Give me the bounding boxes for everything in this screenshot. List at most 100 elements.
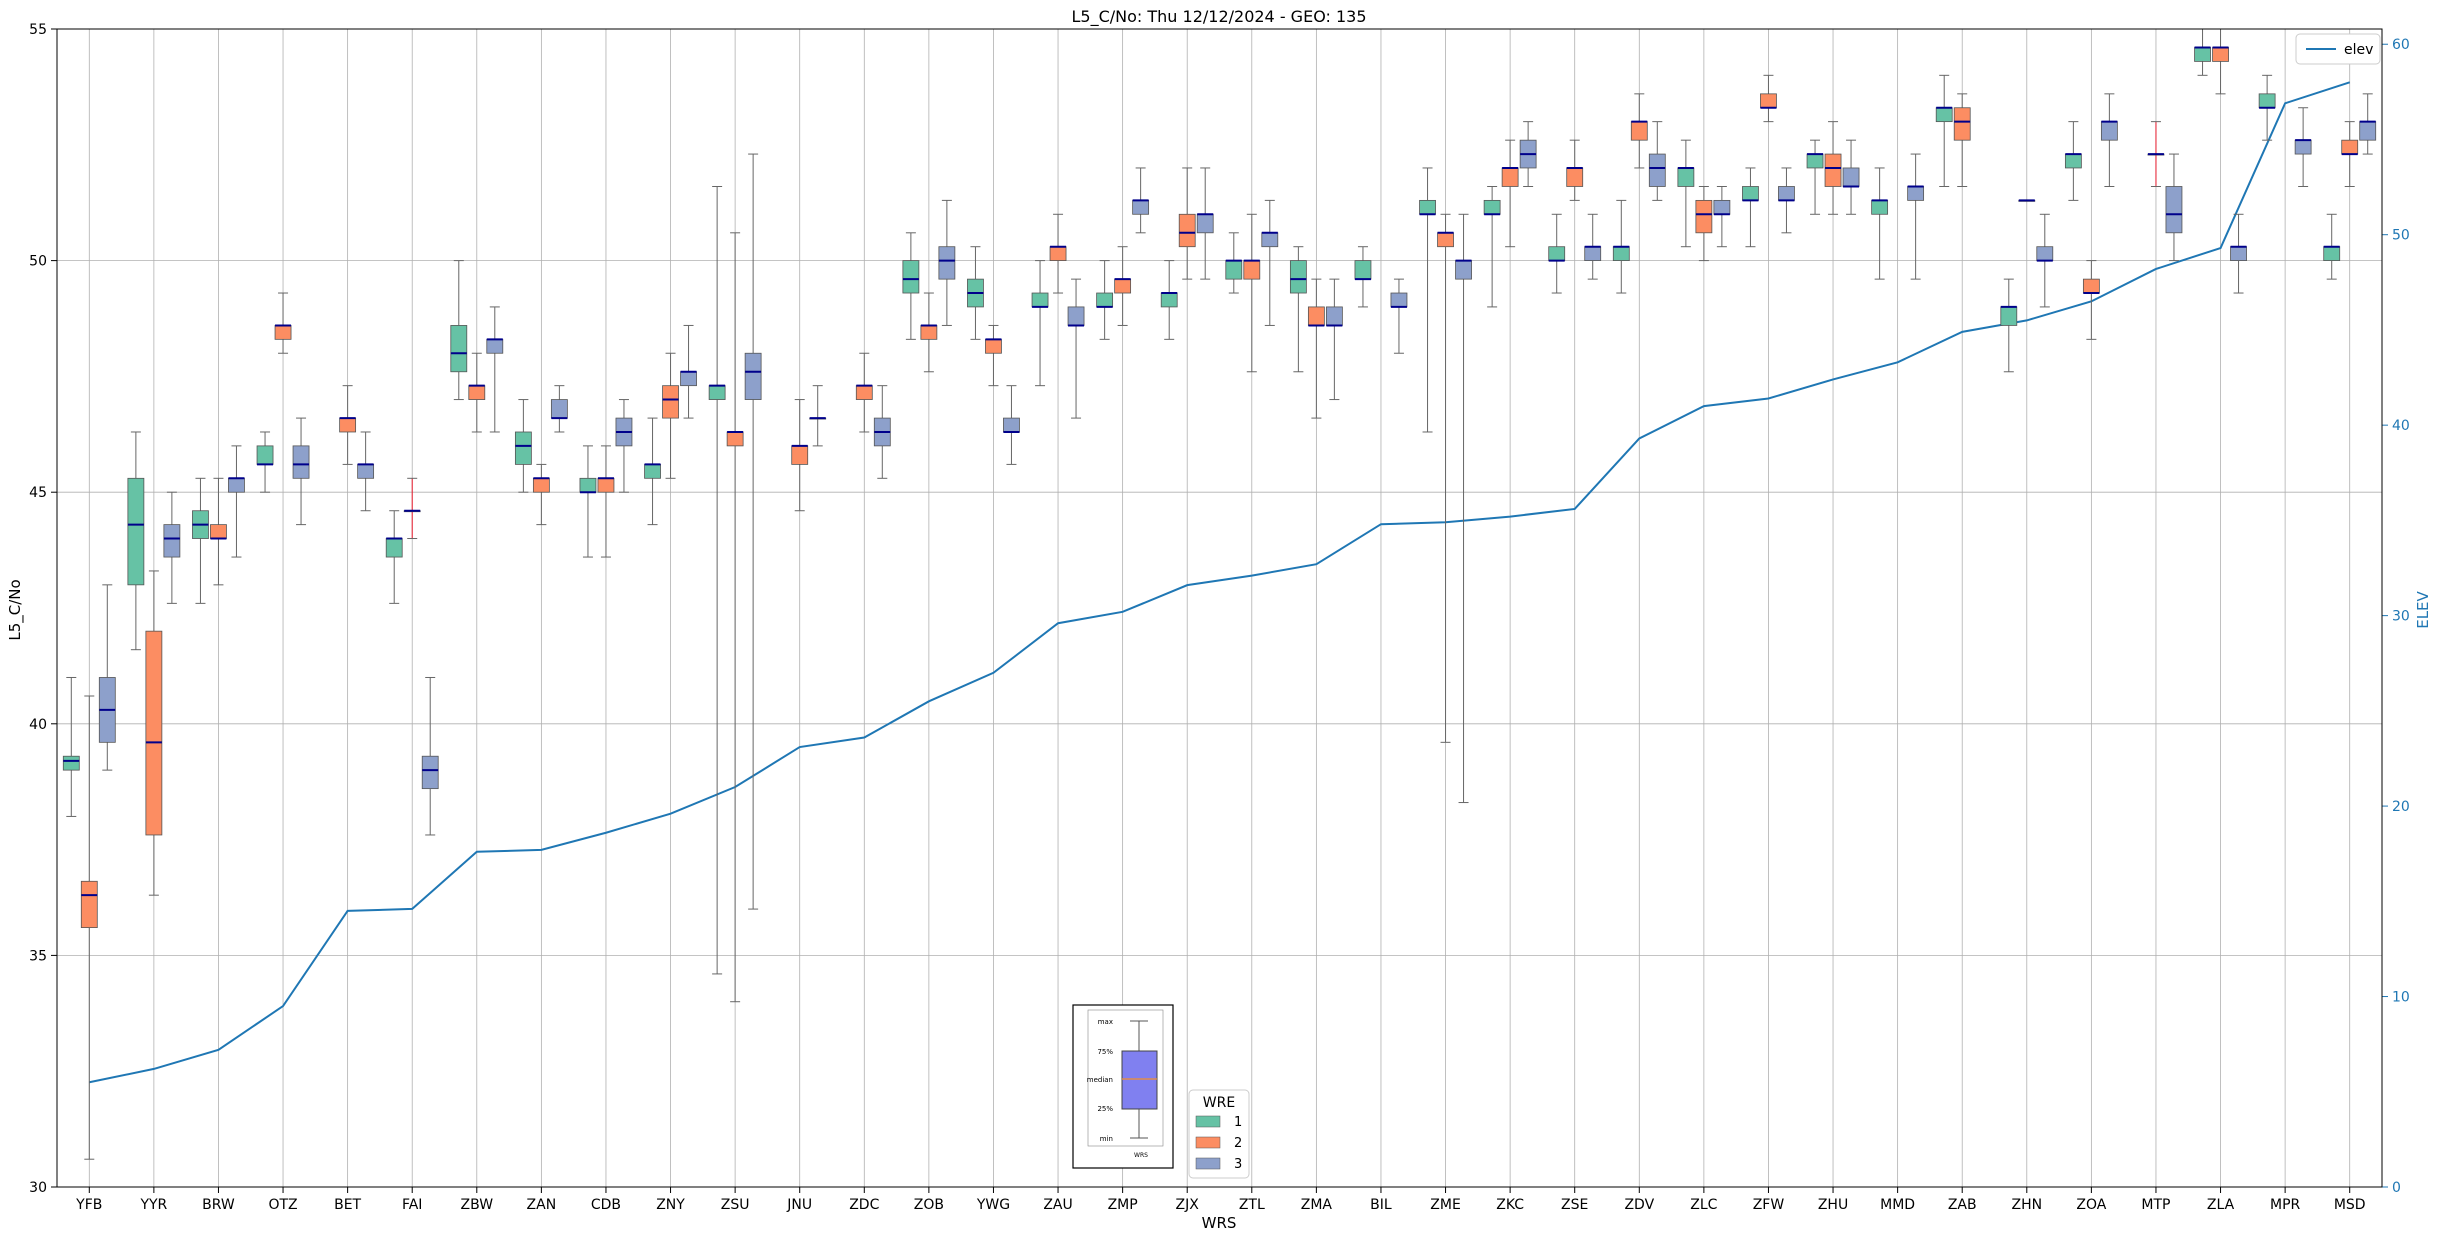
box-group [532, 463, 550, 526]
box-group [985, 324, 1002, 387]
box-body [1584, 246, 1602, 261]
box-layer [62, 28, 2377, 1160]
box-group [550, 385, 568, 433]
wre-legend-label-1: 1 [1234, 1115, 1242, 1130]
box-body [514, 431, 532, 465]
box-body [1289, 260, 1307, 294]
x-tick-label: ZMP [1108, 1197, 1138, 1213]
box-group [1307, 278, 1325, 419]
box-group [2341, 121, 2359, 187]
box-group [1160, 260, 1178, 340]
x-tick-label: MPR [2270, 1197, 2301, 1213]
box-body [2258, 93, 2276, 109]
box-body [644, 464, 661, 479]
box-body [1455, 260, 1472, 280]
x-tick-label: ZLC [1690, 1197, 1717, 1213]
box-body [292, 445, 310, 479]
box-body [1049, 246, 1067, 261]
box-group [1778, 167, 1795, 234]
box-body [1566, 167, 1584, 187]
box-group [1243, 213, 1261, 373]
box-group [1261, 199, 1279, 326]
box-group [1289, 246, 1307, 373]
box-group [1842, 139, 1860, 215]
box-group [145, 570, 163, 896]
x-tick-label: YFB [75, 1197, 102, 1213]
x-tick-label: ZKC [1496, 1197, 1524, 1213]
y-tick-label: 50 [29, 254, 47, 270]
line-legend-label: elev [2344, 42, 2373, 58]
x-tick-label: FAI [402, 1197, 422, 1213]
box-group [744, 153, 762, 910]
box-group [339, 385, 357, 465]
box-group [791, 399, 809, 512]
line-legend: elev [2295, 33, 2381, 65]
box-group [920, 292, 938, 373]
box-group [873, 385, 891, 479]
box-group [1566, 139, 1584, 201]
x-tick-label: BRW [202, 1197, 235, 1213]
box-body [1160, 292, 1178, 308]
box-body [1325, 306, 1343, 326]
box-group [2294, 107, 2312, 187]
box-body [1132, 199, 1150, 215]
box-body [468, 385, 486, 400]
box-group [2100, 93, 2118, 187]
box-group [127, 431, 145, 651]
box-group [809, 385, 827, 447]
x-tick-label: ZDV [1624, 1197, 1654, 1213]
box-group [274, 292, 292, 354]
box-group [1824, 121, 1842, 215]
box-group [1907, 153, 1925, 280]
box-group [1584, 213, 1602, 280]
box-group [192, 477, 209, 604]
x-tick-label: CDB [591, 1197, 621, 1213]
box-group [1003, 385, 1020, 465]
box-group [2230, 213, 2247, 294]
box-group [1114, 246, 1132, 326]
box-body [1778, 186, 1795, 201]
y2-tick-label: 20 [2392, 799, 2410, 815]
box-group [1760, 74, 1777, 123]
x-tick-label: MTP [2141, 1197, 2170, 1213]
box-group [292, 417, 310, 526]
x-tick-label: ZBW [461, 1197, 494, 1213]
x-tick-label: ZSU [721, 1197, 750, 1213]
y2-tick-label: 30 [2392, 609, 2410, 625]
y2-tick-label: 40 [2392, 418, 2410, 434]
box-group [98, 584, 116, 771]
box-body [1243, 260, 1261, 280]
box-group [1437, 213, 1454, 743]
box-group [680, 324, 697, 419]
box-body [421, 755, 439, 790]
box-group [579, 445, 597, 558]
y2-tick-label: 0 [2392, 1180, 2401, 1196]
box-body [1695, 199, 1713, 234]
y-axis-label: L5_C/No [6, 579, 25, 640]
box-group [2082, 260, 2100, 340]
box-group [1196, 167, 1214, 280]
box-body [1806, 153, 1824, 169]
box-body [2064, 153, 2082, 169]
y-tick-label: 40 [29, 717, 47, 733]
box-group [1455, 213, 1472, 804]
box-group [2165, 153, 2183, 262]
x-tick-label: ZME [1430, 1197, 1461, 1213]
box-group [2147, 121, 2165, 187]
box-body [938, 246, 956, 280]
y-tick-label: 55 [29, 22, 47, 38]
box-group [1178, 167, 1196, 280]
box-group [403, 477, 421, 540]
box-body [1483, 199, 1501, 215]
box-group [450, 260, 468, 401]
box-group [228, 445, 245, 558]
x-tick-label: ZSE [1561, 1197, 1588, 1213]
box-body [920, 325, 938, 340]
box-body [62, 755, 80, 771]
box-body [2294, 139, 2312, 155]
box-group [1713, 185, 1731, 248]
box-body [1354, 260, 1372, 280]
box-body [1196, 213, 1214, 234]
x-tick-label: ZAB [1948, 1197, 1977, 1213]
box-key-xlabel: WRS [1134, 1152, 1148, 1159]
